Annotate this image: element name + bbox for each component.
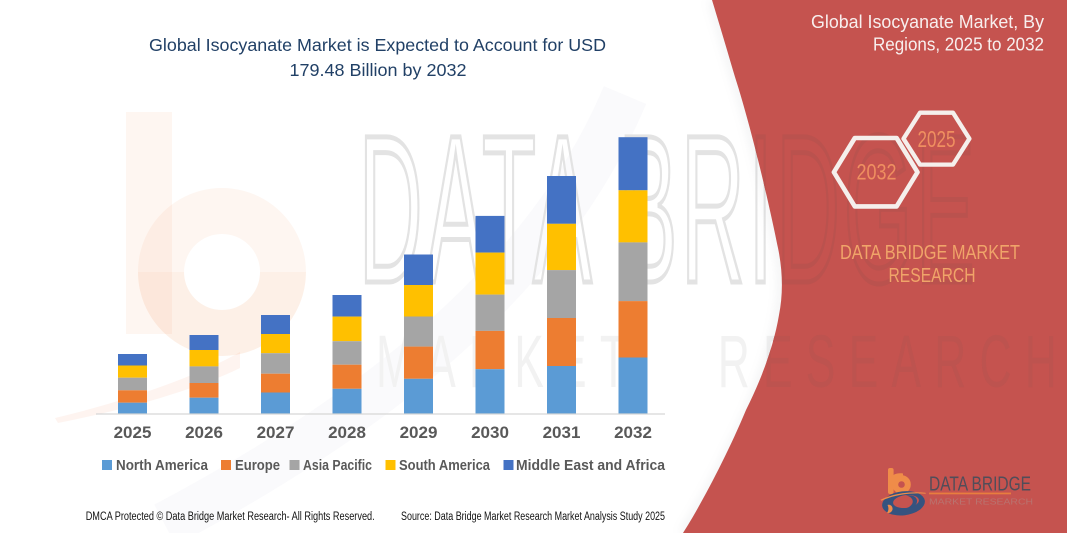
- svg-text:Global Isocyanate Market, By: Global Isocyanate Market, By: [811, 12, 1044, 32]
- svg-text:MARKET RESEARCH: MARKET RESEARCH: [929, 498, 1033, 507]
- svg-text:Asia Pacific: Asia Pacific: [303, 458, 372, 474]
- svg-text:South America: South America: [399, 458, 491, 474]
- svg-text:North America: North America: [116, 458, 209, 474]
- svg-text:Source: Data Bridge Market Res: Source: Data Bridge Market Research Mark…: [401, 511, 665, 523]
- svg-text:2028: 2028: [328, 423, 366, 442]
- svg-text:2027: 2027: [257, 423, 295, 442]
- svg-text:DATA BRIDGE MARKET: DATA BRIDGE MARKET: [840, 242, 1020, 264]
- svg-text:DATA BRIDGE: DATA BRIDGE: [929, 474, 1031, 496]
- svg-text:Regions, 2025 to 2032: Regions, 2025 to 2032: [873, 35, 1044, 55]
- svg-text:2026: 2026: [185, 423, 223, 442]
- svg-text:Global Isocyanate Market is Ex: Global Isocyanate Market is Expected to …: [149, 35, 606, 55]
- svg-text:2025: 2025: [918, 126, 956, 152]
- svg-text:2031: 2031: [543, 423, 581, 442]
- svg-text:Middle East and Africa: Middle East and Africa: [516, 458, 666, 474]
- svg-text:2030: 2030: [471, 423, 509, 442]
- svg-text:DMCA Protected © Data Bridge M: DMCA Protected © Data Bridge Market Rese…: [86, 511, 375, 523]
- svg-text:179.48 Billion by 2032: 179.48 Billion by 2032: [290, 60, 467, 80]
- svg-text:2025: 2025: [114, 423, 152, 442]
- svg-text:2032: 2032: [614, 423, 652, 442]
- svg-text:Europe: Europe: [235, 458, 280, 474]
- svg-text:2029: 2029: [400, 423, 438, 442]
- svg-text:RESEARCH: RESEARCH: [889, 265, 976, 287]
- svg-text:2032: 2032: [857, 160, 897, 185]
